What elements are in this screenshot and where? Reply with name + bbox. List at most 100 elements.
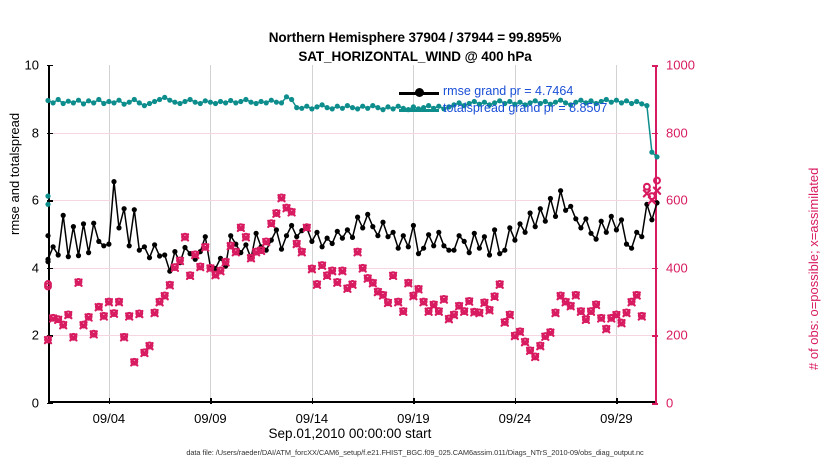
data-point [583, 100, 589, 106]
obs-possible-marker [373, 287, 382, 296]
data-point [618, 217, 625, 223]
obs-assimilated-marker [460, 307, 469, 316]
data-point [395, 103, 401, 109]
data-point [294, 105, 300, 111]
data-point [131, 207, 137, 213]
plot-area: 09/04 09/09 09/14 09/19 09/24 09/29 0 2 4 6 8 10 0 20… [25, 58, 695, 427]
obs-possible-marker [84, 312, 93, 321]
x-tick-label: 09/04 [92, 411, 126, 426]
data-point [197, 100, 203, 107]
obs-assimilated-marker [586, 307, 596, 316]
data-point [60, 212, 66, 218]
obs-assimilated-marker [302, 223, 311, 233]
obs-possible-marker [247, 253, 255, 262]
data-point [613, 227, 620, 233]
obs-assimilated-marker [500, 318, 509, 327]
data-point [522, 229, 528, 235]
legend-swatch-rmse-marker [415, 88, 424, 97]
data-point [50, 100, 56, 106]
data-point [527, 210, 533, 216]
data-point [106, 98, 112, 105]
obs-assimilated-marker [59, 321, 68, 330]
obs-assimilated-marker [84, 313, 93, 322]
data-point [634, 229, 640, 235]
obs-possible-marker [576, 307, 585, 316]
data-point [568, 203, 574, 209]
obs-possible-marker [546, 328, 555, 336]
obs-assimilated-marker [150, 308, 159, 318]
obs-possible-marker [617, 318, 626, 327]
data-point [182, 244, 188, 251]
data-point [324, 235, 330, 241]
data-point [466, 100, 472, 107]
obs-possible-marker [358, 263, 367, 272]
obs-assimilated-marker [434, 307, 443, 316]
obs-possible-marker [505, 310, 514, 319]
obs-assimilated-marker [409, 292, 418, 301]
data-point [618, 100, 625, 106]
data-point [116, 97, 122, 103]
data-point [563, 100, 569, 106]
data-point [202, 98, 208, 104]
data-point [162, 252, 168, 258]
obs-possible-marker [571, 290, 580, 299]
legend-item-rmse[interactable]: rmse grand pr = 4.7464 [397, 84, 647, 101]
data-point [486, 252, 493, 258]
obs-assimilated-marker [480, 298, 489, 308]
data-point [136, 247, 142, 253]
data-point [339, 105, 345, 111]
obs-possible-marker [394, 297, 403, 306]
data-point [476, 245, 482, 251]
gridline-vertical [616, 65, 618, 403]
obs-possible-marker [622, 308, 631, 317]
series--of-obs-assimilated [45, 188, 662, 367]
data-point [426, 103, 432, 109]
y-tick-label-left: 6 [31, 192, 39, 208]
obs-assimilated-marker [414, 285, 423, 294]
data-point [649, 217, 655, 223]
data-point [263, 100, 269, 106]
obs-possible-marker [135, 309, 144, 318]
data-point [558, 97, 564, 103]
data-point [360, 225, 366, 231]
data-point [349, 234, 356, 240]
data-point [355, 214, 361, 220]
data-point [512, 237, 518, 243]
data-point [314, 229, 320, 235]
gridline-horizontal [48, 132, 657, 134]
obs-possible-marker [612, 310, 621, 319]
obs-possible-marker [455, 301, 464, 310]
obs-possible-marker [404, 278, 413, 287]
data-point [603, 96, 609, 103]
obs-possible-marker [592, 300, 601, 309]
gridline-vertical [514, 65, 516, 403]
obs-possible-marker [59, 320, 68, 329]
data-point [390, 106, 396, 112]
data-point [299, 105, 305, 111]
data-point [360, 103, 366, 109]
data-point [410, 104, 416, 110]
data-point [415, 251, 422, 257]
obs-possible-marker [64, 310, 73, 319]
data-point [283, 233, 290, 239]
obs-assimilated-marker [394, 298, 403, 307]
obs-possible-marker [328, 266, 337, 275]
data-point [410, 222, 416, 229]
obs-assimilated-marker [180, 233, 190, 242]
obs-assimilated-marker [399, 307, 408, 316]
data-point [517, 99, 523, 105]
obs-assimilated-marker [307, 265, 317, 274]
obs-assimilated-marker [297, 248, 306, 257]
data-point [207, 99, 213, 105]
y-tick-label-left: 8 [31, 125, 39, 141]
obs-possible-marker [627, 297, 636, 306]
obs-assimilated-marker [160, 292, 169, 301]
data-point [334, 103, 340, 109]
legend: rmse grand pr = 4.7464 totalspread grand… [397, 84, 647, 118]
legend-item-totalspread[interactable]: totalspread grand pr = 8.8507 [397, 101, 647, 118]
data-point [380, 107, 386, 113]
obs-possible-marker [120, 332, 129, 341]
data-point [563, 207, 569, 213]
legend-swatch-totalspread-line [399, 109, 439, 112]
obs-possible-marker [526, 346, 535, 355]
